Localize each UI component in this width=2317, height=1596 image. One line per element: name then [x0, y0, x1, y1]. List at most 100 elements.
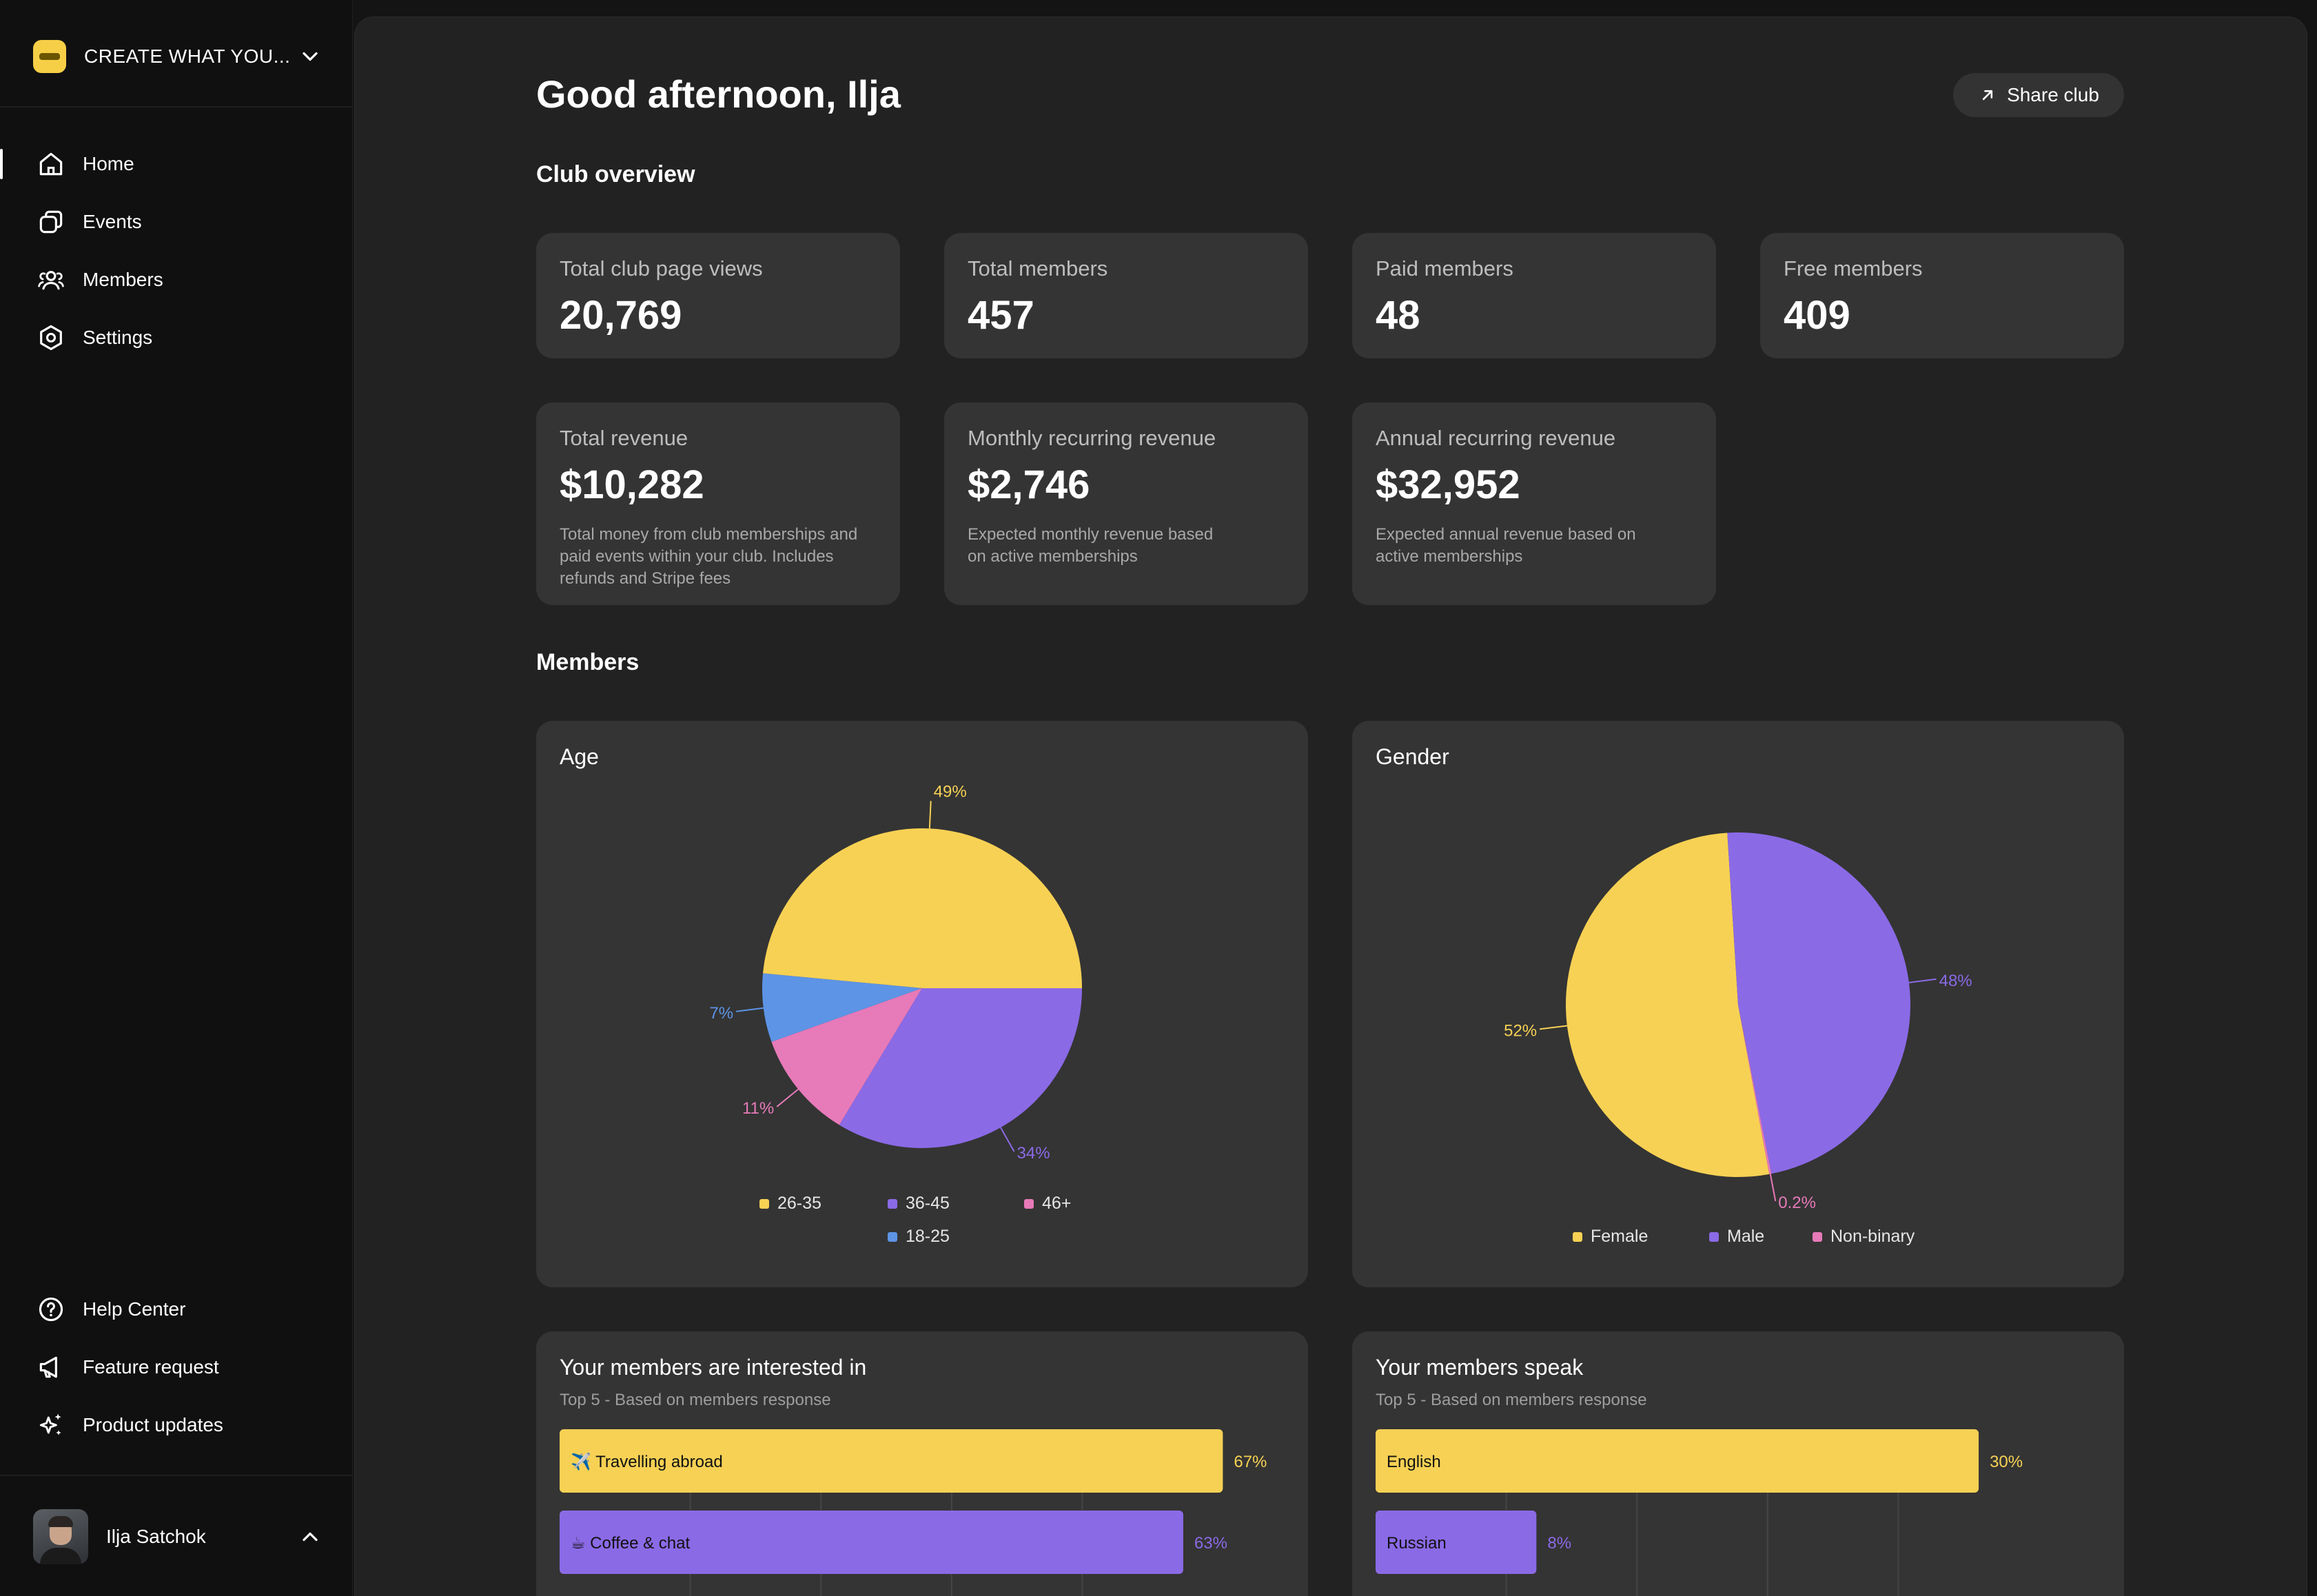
pie-value-label: 11% [742, 1099, 774, 1118]
nav-item-settings[interactable]: Settings [0, 309, 353, 367]
pie-slice-36-45 [839, 988, 1082, 1148]
interests-bar-chart: ✈️ Travelling abroad 67% ☕ Coffee & chat 63… [560, 1429, 1267, 1596]
sidebar: CREATE WHAT YOU... Home Events Members S… [0, 0, 353, 1596]
pie-slice-male [1727, 832, 1911, 1174]
chart-title: Gender [1376, 744, 1449, 769]
pie-leader-line [1540, 1025, 1567, 1030]
legend-swatch [1573, 1232, 1582, 1242]
bar-value-label: 8% [1547, 1534, 1571, 1553]
pie-value-label: 7% [709, 1004, 733, 1023]
nav-label: Members [83, 269, 163, 290]
chart-title: Age [560, 744, 599, 769]
stat-card-paid-members: Paid members 48 [1352, 233, 1716, 358]
sparkles-icon [39, 1413, 61, 1435]
home-icon [39, 152, 63, 176]
stat-description: Total money from club memberships and pa… [560, 525, 858, 588]
sidebar-divider [0, 1475, 353, 1476]
nav-item-help-center[interactable]: Help Center [0, 1280, 353, 1338]
stat-value: $10,282 [560, 462, 704, 507]
pie-leader-line [776, 1088, 799, 1107]
chart-subtitle: Top 5 - Based on members response [1376, 1391, 1647, 1409]
bar-category-label: Russian [1387, 1534, 1447, 1553]
page-title: Good afternoon, Ilja [536, 72, 901, 116]
age-chart-card: Age 49% 7% 11% 34% 26-35 36-45 46+ 18-25 [536, 721, 1308, 1287]
stat-value: 409 [1784, 293, 1850, 338]
legend-swatch [888, 1232, 897, 1242]
bar-russian [1376, 1511, 1537, 1574]
user-profile[interactable]: Ilja Satchok [33, 1509, 323, 1564]
nav-label: Help Center [83, 1298, 186, 1320]
bar-value-label: 30% [1990, 1453, 2023, 1471]
legend-label: 36-45 [906, 1194, 950, 1213]
pie-slice-18-25 [762, 973, 922, 1042]
avatar [33, 1509, 88, 1564]
user-name: Ilja Satchok [106, 1526, 206, 1547]
secondary-nav: Help Center Feature request Product upda… [0, 1280, 353, 1454]
legend-label: 46+ [1042, 1194, 1071, 1213]
chart-title: Your members speak [1376, 1355, 1584, 1380]
nav-item-events[interactable]: Events [0, 193, 353, 251]
pie-leader-line [1000, 1127, 1015, 1152]
nav-item-home[interactable]: Home [0, 135, 353, 193]
stat-label: Paid members [1376, 256, 1513, 280]
bar-category-label: English [1387, 1453, 1441, 1471]
chart-title: Your members are interested in [560, 1355, 867, 1380]
nav-label: Product updates [83, 1414, 223, 1435]
interests-chart-card: Your members are interested in Top 5 - B… [536, 1331, 1308, 1596]
help-icon [39, 1297, 63, 1322]
share-club-button[interactable]: Share club [1953, 73, 2124, 117]
languages-bar-chart: English 30% Russian 8% [1376, 1429, 2023, 1596]
pie-value-label: 34% [1017, 1144, 1050, 1163]
nav-item-feature-request[interactable]: Feature request [0, 1338, 353, 1396]
pie-value-label: 0.2% [1778, 1194, 1816, 1212]
bar-english [1376, 1429, 1979, 1493]
nav-item-product-updates[interactable]: Product updates [0, 1396, 353, 1454]
club-switcher[interactable]: CREATE WHAT YOU... [33, 37, 323, 76]
stat-label: Monthly recurring revenue [968, 426, 1216, 450]
pie-leader-line [928, 801, 932, 829]
stat-card-total-members: Total members 457 [944, 233, 1308, 358]
stat-description: Expected annual revenue based on active … [1376, 525, 1636, 566]
gender-pie-chart: 52% 0.2% 48% Female Male Non-binary [1504, 832, 1972, 1246]
stat-label: Free members [1784, 256, 1923, 280]
bar-travelling-abroad [560, 1429, 1223, 1493]
pie-value-label: 48% [1939, 972, 1972, 990]
stat-value: 457 [968, 293, 1034, 338]
bar-value-label: 63% [1194, 1534, 1227, 1553]
members-icon [38, 271, 64, 290]
stat-value: 20,769 [560, 293, 682, 338]
club-logo [33, 40, 66, 73]
main-nav: Home Events Members Settings [0, 135, 353, 367]
legend-label: Female [1591, 1227, 1648, 1246]
legend-swatch [759, 1199, 769, 1209]
stat-label: Total revenue [560, 426, 688, 450]
legend-swatch [1024, 1199, 1034, 1209]
stat-card-monthly-revenue: Monthly recurring revenue $2,746 Expecte… [944, 402, 1308, 605]
pie-value-label: 52% [1504, 1021, 1537, 1040]
nav-label: Home [83, 153, 134, 174]
megaphone-icon [39, 1356, 57, 1378]
nav-label: Events [83, 211, 142, 232]
legend-swatch [1709, 1232, 1719, 1242]
events-icon [39, 210, 63, 234]
pie-slice-46 [771, 988, 922, 1125]
stat-value: $2,746 [968, 462, 1090, 507]
legend-swatch [888, 1199, 897, 1209]
stat-label: Total club page views [560, 256, 763, 280]
stat-card-annual-revenue: Annual recurring revenue $32,952 Expecte… [1352, 402, 1716, 605]
stat-card-total-revenue: Total revenue $10,282 Total money from c… [536, 402, 900, 605]
nav-label: Feature request [83, 1356, 219, 1378]
pie-slice-female [1566, 832, 1770, 1177]
stat-value: $32,952 [1376, 462, 1520, 507]
bar-category-label: ☕ Coffee & chat [571, 1534, 691, 1553]
stat-label: Annual recurring revenue [1376, 426, 1616, 450]
legend-label: 18-25 [906, 1227, 950, 1246]
nav-label: Settings [83, 327, 153, 348]
legend-label: 26-35 [777, 1194, 821, 1213]
arrow-up-right-icon [1982, 90, 1993, 101]
nav-item-members[interactable]: Members [0, 251, 353, 309]
stat-description: Expected monthly revenue based on active… [968, 525, 1214, 566]
pie-value-label: 49% [934, 782, 967, 801]
languages-chart-card: Your members speak Top 5 - Based on memb… [1352, 1331, 2124, 1596]
legend-label: Male [1727, 1227, 1764, 1246]
